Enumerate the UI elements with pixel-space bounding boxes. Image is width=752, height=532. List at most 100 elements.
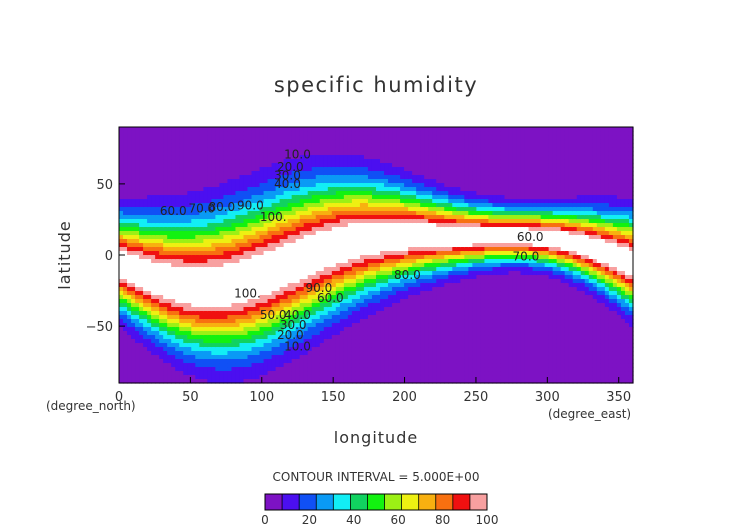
contour-cell [299,247,305,252]
contour-cell [351,191,357,196]
contour-cell [179,211,184,216]
contour-cell [247,231,253,236]
contour-cell [263,259,269,264]
contour-cell [412,331,417,336]
contour-cell [207,135,212,140]
contour-cell [119,339,124,344]
contour-cell [327,371,333,376]
contour-cell [295,231,301,236]
contour-cell [351,235,357,240]
contour-cell [223,355,229,360]
contour-cell [239,355,245,360]
contour-cell [408,291,413,296]
contour-cell [367,347,373,352]
contour-cell [275,263,281,268]
contour-cell [359,295,365,300]
contour-cell [275,359,281,364]
contour-cell [335,219,341,224]
contour-cell [187,319,192,324]
contour-cell [408,251,413,256]
contour-cell [351,243,357,248]
contour-cell [380,263,385,268]
contour-cell [376,283,381,288]
contour-cell [207,151,212,156]
contour-cell [227,331,233,336]
contour-cell [139,175,144,180]
contour-cell [376,311,381,316]
contour-cell [171,335,176,340]
contour-cell [159,183,164,188]
contour-cell [311,251,317,256]
contour-cell [271,275,277,280]
contour-cell [159,279,164,284]
contour-cell [363,231,369,236]
contour-cell [359,195,365,200]
contour-cell [404,135,409,140]
contour-cell [311,371,317,376]
contour-cell [363,291,369,296]
contour-cell [367,359,373,364]
contour-cell [327,323,333,328]
contour-cell [219,267,225,272]
contour-cell [343,251,349,256]
contour-cell [371,375,377,380]
contour-cell [227,219,233,224]
contour-cell [384,363,389,368]
contour-cell [215,295,220,300]
contour-cell [179,147,184,152]
contour-cell [283,211,289,216]
contour-cell [420,143,425,148]
contour-cell [307,295,313,300]
contour-cell [347,371,353,376]
contour-cell [420,367,425,372]
contour-cell [343,219,349,224]
contour-cell [155,303,160,308]
contour-cell [243,315,249,320]
contour-cell [371,215,377,220]
contour-cell [291,179,297,184]
contour-cell [351,311,357,316]
contour-cell [123,359,128,364]
contour-cell [167,335,172,340]
contour-cell [339,167,345,172]
contour-cell [191,271,196,276]
contour-cell [131,359,136,364]
contour-cell [195,219,200,224]
contour-cell [203,215,208,220]
contour-cell [135,151,140,156]
contour-cell [271,183,277,188]
contour-cell [243,275,249,280]
contour-cell [420,155,425,160]
contour-cell [167,251,172,256]
contour-cell [243,335,249,340]
contour-cell [363,315,369,320]
contour-cell [159,171,164,176]
contour-cell [243,331,249,336]
contour-cell [408,175,413,180]
contour-cell [404,299,409,304]
contour-cell [267,147,273,152]
contour-cell [211,135,216,140]
contour-cell [175,175,180,180]
contour-cell [283,207,289,212]
contour-cell [203,263,208,268]
contour-cell [384,131,389,136]
contour-cell [275,303,281,308]
contour-cell [339,251,345,256]
contour-cell [331,311,337,316]
contour-cell [155,251,160,256]
contour-cell [175,343,180,348]
contour-cell [400,275,405,280]
contour-cell [343,343,349,348]
contour-cell [187,347,192,352]
contour-cell [223,135,229,140]
contour-cell [255,331,261,336]
contour-cell [279,355,285,360]
contour-cell [267,219,273,224]
contour-cell [396,143,401,148]
contour-cell [183,339,188,344]
contour-cell [359,307,365,312]
contour-cell [199,283,204,288]
contour-cell [283,275,289,280]
contour-cell [323,191,329,196]
